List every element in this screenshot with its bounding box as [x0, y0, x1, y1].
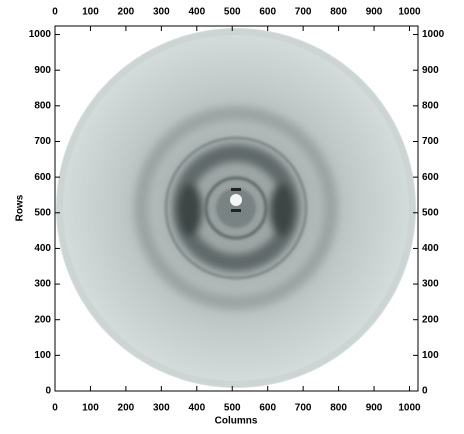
diffraction-image [56, 28, 416, 388]
x-tick-label: 0 [52, 7, 58, 18]
y-tick-label: 600 [422, 172, 439, 183]
x-tick-label: 200 [118, 7, 135, 18]
x-tick-label: 600 [259, 403, 276, 414]
y-tick-label: 300 [422, 279, 439, 290]
y-tick-label: 800 [34, 100, 51, 111]
y-axis-label: Rows [15, 194, 26, 221]
y-tick-label: 700 [34, 136, 51, 147]
x-tick-label: 100 [82, 7, 99, 18]
x-tick-label: 400 [188, 7, 205, 18]
y-tick-label: 700 [422, 136, 439, 147]
x-tick-label: 500 [224, 7, 241, 18]
y-tick-label: 200 [422, 314, 439, 325]
x-tick-label: 900 [366, 403, 383, 414]
x-tick-label: 700 [295, 403, 312, 414]
y-tick-label: 400 [34, 243, 51, 254]
y-tick-label: 900 [34, 65, 51, 76]
y-tick-label: 300 [34, 279, 51, 290]
x-tick-label: 700 [295, 7, 312, 18]
y-tick-label: 600 [34, 172, 51, 183]
y-tick-label: 500 [422, 207, 439, 218]
x-tick-label: 800 [330, 7, 347, 18]
x-tick-label: 100 [82, 403, 99, 414]
x-tick-label: 0 [52, 403, 58, 414]
y-tick-label: 100 [34, 350, 51, 361]
x-axis-label: Columns [215, 416, 258, 427]
y-tick-label: 100 [422, 350, 439, 361]
y-tick-label: 0 [45, 386, 51, 397]
x-tick-label: 300 [153, 403, 170, 414]
y-tick-label: 200 [34, 314, 51, 325]
y-tick-label: 500 [34, 207, 51, 218]
x-tick-label: 500 [224, 403, 241, 414]
x-tick-label: 1000 [398, 403, 421, 414]
x-tick-label: 200 [118, 403, 135, 414]
x-tick-label: 1000 [398, 7, 421, 18]
y-tick-label: 400 [422, 243, 439, 254]
y-tick-label: 1000 [422, 29, 445, 40]
x-tick-label: 800 [330, 403, 347, 414]
x-tick-label: 400 [188, 403, 205, 414]
x-tick-label: 900 [366, 7, 383, 18]
y-tick-label: 0 [422, 386, 428, 397]
x-tick-label: 300 [153, 7, 170, 18]
x-tick-label: 600 [259, 7, 276, 18]
y-tick-label: 800 [422, 100, 439, 111]
y-tick-label: 1000 [29, 29, 52, 40]
plot-frame [54, 25, 419, 392]
y-tick-label: 900 [422, 65, 439, 76]
